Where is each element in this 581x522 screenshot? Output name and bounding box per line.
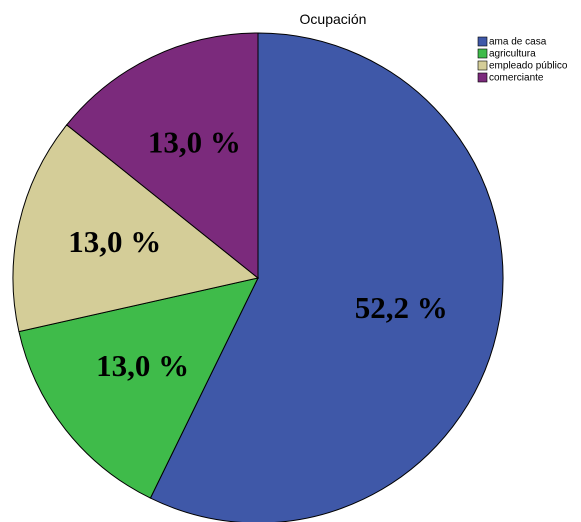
value-label: 13,0 %	[96, 348, 189, 383]
legend-text: agricultura	[489, 49, 536, 60]
pie-slice	[12, 124, 260, 333]
pie-slice	[149, 32, 504, 522]
legend-swatch	[477, 48, 488, 59]
legend-swatch	[477, 36, 488, 47]
chart-title: Ocupación	[300, 11, 367, 27]
value-label: 52,2 %	[355, 290, 448, 325]
value-label: 13,0 %	[148, 125, 241, 160]
legend-text: comerciante	[489, 73, 544, 84]
pie-slice	[66, 32, 259, 280]
legend-text: empleado público	[489, 61, 568, 72]
value-label: 13,0 %	[68, 224, 161, 259]
legend-swatch	[477, 60, 488, 71]
legend-swatch	[477, 72, 488, 83]
legend-text: ama de casa	[489, 37, 547, 48]
pie-slice	[18, 277, 259, 499]
